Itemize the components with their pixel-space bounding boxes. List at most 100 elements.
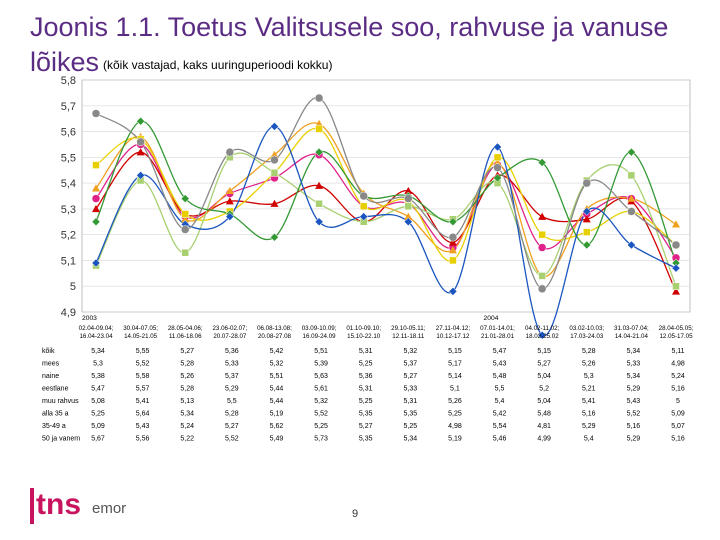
x-period-label: 14.05-21.05 (124, 333, 158, 340)
table-value: 5,07 (671, 423, 685, 430)
table-value: 5,34 (403, 436, 417, 443)
table-value: 5,3 (584, 373, 594, 380)
x-period-label: 07.01-14.01; (480, 325, 515, 332)
table-value: 5,37 (225, 373, 239, 380)
table-value: 5,52 (136, 361, 150, 368)
x-period-label: 12.11-18.11 (392, 333, 425, 340)
table-value: 5,09 (671, 411, 685, 418)
data-point-muu-rahvus (315, 199, 323, 208)
data-point-35-49-a (91, 258, 101, 268)
table-value: 5,47 (91, 386, 105, 393)
table-value: 5,22 (180, 436, 194, 443)
table-value: 5,19 (270, 411, 284, 418)
data-point-50-ja-vanem (180, 225, 190, 234)
table-value: 5,04 (537, 373, 551, 380)
table-value: 5,64 (136, 411, 150, 418)
data-point-alla-35-a (627, 147, 636, 157)
table-value: 5,67 (91, 436, 105, 443)
table-value: 5,43 (493, 361, 507, 368)
legend-label-eestlane: eestlane (42, 386, 69, 393)
data-point-naine (315, 119, 324, 128)
table-value: 5,16 (627, 423, 641, 430)
page-number: 9 (352, 508, 359, 520)
table-value: 5,24 (180, 423, 194, 430)
data-point-50-ja-vanem (359, 191, 368, 201)
table-value: 5,46 (493, 436, 507, 443)
data-point-eestlane (583, 228, 591, 236)
data-point-alla-35-a (136, 116, 145, 126)
table-value: 5,25 (359, 398, 373, 405)
data-point-mees (225, 197, 234, 205)
data-point-muu-rahvus (538, 272, 546, 280)
data-point-mees (315, 181, 324, 189)
x-period-label: 16.09-24.09 (303, 333, 337, 340)
x-period-label: 29.10-05.11; (391, 325, 426, 332)
x-period-label: 02.04-09.04; (79, 325, 114, 332)
table-value: 5,27 (537, 361, 551, 368)
table-value: 5,31 (359, 386, 373, 393)
table-value: 5,42 (493, 411, 507, 418)
year-label: 2004 (484, 315, 499, 322)
table-value: 5,5 (227, 398, 237, 405)
data-point-alla-35-a (314, 147, 324, 157)
table-value: 5,51 (270, 373, 284, 380)
table-value: 5,41 (136, 398, 150, 405)
data-point-alla-35-a (180, 194, 190, 203)
table-value: 5,27 (359, 423, 373, 430)
table-value: 4,98 (448, 423, 462, 430)
table-value: 5,47 (493, 348, 507, 355)
table-value: 5,15 (448, 348, 462, 355)
table-value: 5,33 (403, 386, 417, 393)
data-point-naine (270, 150, 279, 158)
x-period-label: 14.04-21.04 (615, 333, 649, 340)
y-tick-label: 5,7 (61, 101, 76, 113)
table-value: 5,54 (493, 423, 507, 430)
data-point-50-ja-vanem (627, 207, 636, 216)
table-value: 5,29 (225, 386, 239, 393)
data-point-mees (404, 186, 413, 195)
slide-title-line1: Joonis 1.1. Toetus Valitsusele soo, rahv… (30, 12, 669, 42)
data-point-35-49-a (627, 240, 636, 250)
table-value: 5,5 (495, 386, 505, 393)
x-period-label: 06.08-13.08; (257, 325, 292, 332)
data-point-35-49-a (403, 217, 413, 227)
x-period-label: 21.01-28.01 (481, 333, 515, 340)
table-value: 5,48 (493, 373, 507, 380)
data-point-50-ja-vanem (136, 137, 145, 147)
table-value: 5,63 (314, 373, 328, 380)
logo-bar (30, 488, 34, 524)
data-point-35-49-a (493, 142, 502, 152)
data-point-35-49-a (270, 122, 279, 131)
table-value: 5,25 (448, 411, 462, 418)
table-value: 5,26 (180, 373, 194, 380)
y-tick-label: 5,3 (61, 204, 76, 216)
table-value: 5,39 (314, 361, 328, 368)
table-value: 5,32 (270, 361, 284, 368)
table-value: 5,4 (584, 436, 594, 443)
slide-subtitle: (kõik vastajad, kaks uuringuperioodi kok… (103, 58, 333, 72)
data-point-50-ja-vanem (404, 194, 413, 203)
x-period-label: 23.06-02.07; (212, 325, 247, 332)
data-point-muu-rahvus (627, 171, 636, 180)
data-point-eestlane (181, 210, 189, 218)
table-value: 5,21 (582, 386, 596, 393)
table-value: 5,4 (495, 398, 505, 405)
table-value: 5,13 (180, 398, 194, 405)
data-point-50-ja-vanem (493, 163, 502, 172)
table-value: 5,41 (582, 398, 596, 405)
table-value: 5,25 (359, 361, 373, 368)
table-value: 5,09 (91, 423, 105, 430)
logo-tns: tns (36, 488, 81, 521)
table-value: 5,16 (582, 411, 596, 418)
data-point-50-ja-vanem (582, 178, 592, 188)
data-point-mees (270, 199, 279, 207)
data-point-muu-rahvus (270, 169, 279, 177)
table-value: 5,52 (627, 411, 641, 418)
legend-label-alla-35-a: alla 35 a (42, 411, 69, 418)
table-value: 5,31 (403, 398, 417, 405)
data-point-eestlane (92, 161, 100, 169)
table-value: 5,26 (448, 398, 462, 405)
legend-label-kõik: kõik (42, 348, 55, 355)
legend-label-35-49-a: 35-49 a (42, 423, 66, 430)
data-point-alla-35-a (493, 173, 502, 183)
